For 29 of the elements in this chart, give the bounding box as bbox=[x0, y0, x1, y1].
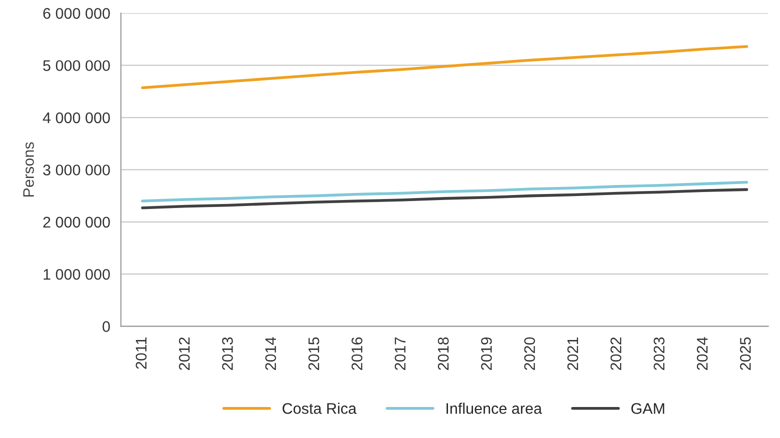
x-tick-label: 2015 bbox=[308, 337, 320, 370]
x-tick-label: 2021 bbox=[567, 337, 578, 370]
line-series bbox=[141, 188, 748, 210]
x-tick-label: 2016 bbox=[352, 337, 362, 370]
y-axis-title: Persons bbox=[23, 142, 34, 196]
x-tick-label: 2020 bbox=[524, 337, 536, 370]
y-tick-label: 6 000 000 bbox=[43, 8, 110, 19]
x-tick-label: 2023 bbox=[654, 337, 664, 370]
legend-label: Influence area bbox=[446, 402, 542, 414]
x-tick-label: 2012 bbox=[178, 337, 190, 370]
x-tick-label: 2025 bbox=[740, 337, 751, 370]
y-tick-label: 5 000 000 bbox=[43, 60, 110, 72]
x-tick-label: 2019 bbox=[481, 337, 492, 370]
x-tick-label: 2013 bbox=[222, 337, 233, 370]
legend-label: Costa Rica bbox=[282, 402, 357, 414]
x-tick-label: 2017 bbox=[394, 337, 406, 370]
x-tick-label: 2022 bbox=[610, 337, 622, 370]
x-tick-label: 2018 bbox=[438, 337, 449, 370]
y-tick-label: 3 000 000 bbox=[43, 164, 110, 176]
line-series bbox=[141, 45, 748, 90]
x-tick-label: 2024 bbox=[696, 337, 708, 370]
y-tick-label: 2 000 000 bbox=[43, 216, 110, 228]
line-series bbox=[141, 180, 748, 202]
y-tick-label: 4 000 000 bbox=[42, 112, 110, 124]
legend-label: GAM bbox=[631, 403, 664, 414]
y-tick-label: 0 bbox=[102, 321, 110, 332]
x-tick-label: 2011 bbox=[136, 337, 147, 369]
x-tick-label: 2014 bbox=[265, 337, 276, 370]
y-tick-label: 1 000 000 bbox=[44, 268, 110, 280]
